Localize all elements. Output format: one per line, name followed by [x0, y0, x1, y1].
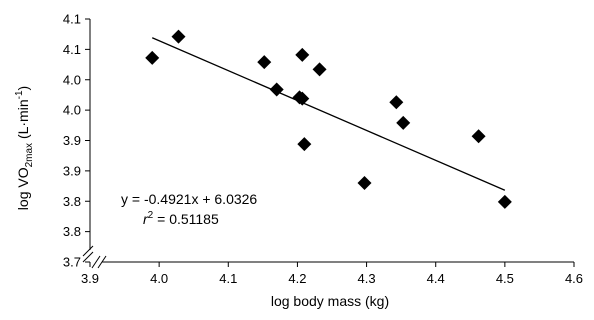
tick-labels-layer: 3.7 3.8 3.8 3.9 3.9 4.0 4.0 4.1 4.1 3.9 4.0 4.1 4.2 4…: [63, 12, 583, 287]
data-point-diamond: [471, 129, 486, 144]
y-axis-break-mark: [82, 245, 94, 257]
x-tick-label: 4.4: [427, 271, 445, 286]
y-axis-title-close: ): [15, 86, 31, 91]
y-tick-label: 4.0: [63, 103, 81, 118]
data-points-layer: [145, 29, 512, 209]
trendline-equation: y = -0.4921x + 6.0326: [121, 191, 257, 207]
x-tick-label: 4.2: [288, 271, 306, 286]
x-axis-break-mark: [97, 255, 107, 269]
x-tick-label: 4.3: [358, 271, 376, 286]
x-axis-title: log body mass (kg): [271, 293, 389, 309]
y-tick-label: 4.0: [63, 72, 81, 87]
data-point-diamond: [295, 47, 310, 62]
y-tick-label: 4.1: [63, 12, 81, 27]
x-tick-label: 3.9: [81, 271, 99, 286]
y-tick-label: 3.9: [63, 163, 81, 178]
data-point-diamond: [145, 50, 160, 65]
x-tick-label: 4.5: [496, 271, 514, 286]
y-tick-label: 3.7: [63, 255, 81, 270]
data-point-diamond: [269, 82, 284, 97]
data-point-diamond: [357, 176, 372, 191]
x-tick-label: 4.6: [565, 271, 583, 286]
data-point-diamond: [295, 91, 310, 106]
y-tick-label: 3.8: [63, 194, 81, 209]
y-axis-title-prefix: log VO: [15, 167, 31, 210]
y-axis-title-unit: (L·min: [15, 99, 31, 143]
r-squared-variable: r: [143, 211, 149, 227]
y-axis-title: log VO2max (L·min-1): [14, 86, 35, 210]
data-point-diamond: [312, 62, 327, 77]
data-point-diamond: [257, 55, 272, 70]
data-point-diamond: [297, 137, 312, 152]
x-axis-break-mark: [91, 255, 101, 269]
y-axis-title-subscript: 2max: [24, 143, 35, 167]
y-tick-label: 4.1: [63, 42, 81, 57]
data-point-diamond: [389, 95, 404, 110]
data-point-diamond: [497, 194, 512, 209]
y-axis-title-superscript: -1: [14, 90, 25, 99]
y-tick-label: 3.8: [63, 224, 81, 239]
r-squared-superscript: 2: [148, 210, 154, 221]
trendline-layer: [151, 37, 506, 191]
y-axis-break-mark: [82, 251, 94, 263]
r-squared-value: = 0.51185: [153, 211, 219, 227]
axes-layer: [82, 18, 575, 269]
r-squared-label: r2 = 0.51185: [143, 210, 219, 227]
x-tick-label: 4.0: [150, 271, 168, 286]
data-point-diamond: [171, 29, 186, 44]
y-tick-label: 3.9: [63, 133, 81, 148]
x-tick-label: 4.1: [219, 271, 237, 286]
trendline: [151, 37, 506, 191]
data-point-diamond: [396, 115, 411, 130]
